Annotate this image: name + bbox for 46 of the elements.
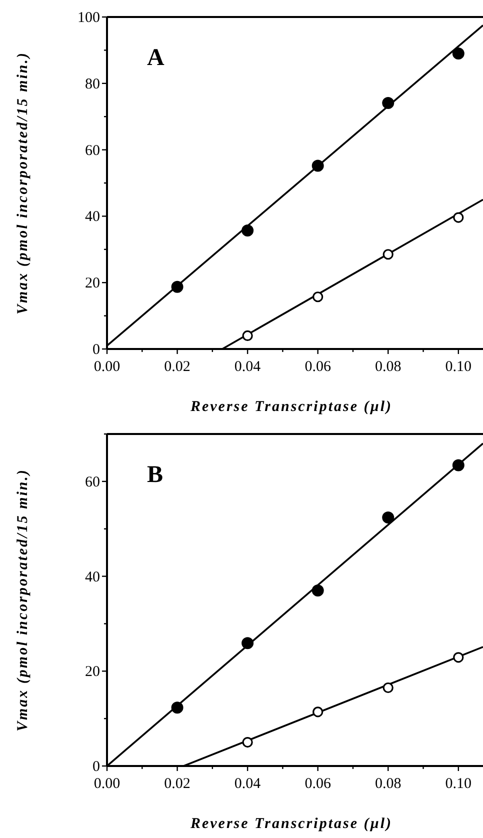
point <box>312 160 324 172</box>
point <box>453 652 464 663</box>
x-tick-label: 0.00 <box>94 776 120 792</box>
y-tick-label: 0 <box>92 759 100 775</box>
point <box>382 249 394 260</box>
y-tick-label: 0 <box>92 342 100 358</box>
point <box>171 280 184 293</box>
annotation: B <box>147 462 164 488</box>
y-tick-label: 40 <box>85 209 100 226</box>
y-axis-title: Vmax (pmol incorporated/15 min.) <box>15 51 31 315</box>
y-tick-label: 60 <box>85 474 100 490</box>
point <box>312 292 324 302</box>
x-tick-label: 0.10 <box>445 359 472 375</box>
x-tick-label: 0.08 <box>374 359 402 375</box>
point <box>171 702 184 714</box>
x-tick-label: 0.04 <box>234 776 262 792</box>
y-tick-label: 20 <box>85 276 100 292</box>
point <box>312 706 324 718</box>
x-tick-label: 0.04 <box>234 359 262 375</box>
x-tick-label: 0.08 <box>374 776 402 792</box>
y-tick-label: 40 <box>85 569 100 586</box>
point <box>242 637 254 650</box>
point <box>382 682 394 694</box>
point <box>242 330 253 342</box>
x-axis-title: Reverse Transcriptase (µl) <box>189 816 393 832</box>
point <box>382 96 394 109</box>
x-axis-title: Reverse Transcriptase (µl) <box>189 399 393 415</box>
x-tick-label: 0.02 <box>164 776 190 792</box>
point <box>453 212 464 223</box>
x-tick-label: 0.02 <box>164 359 190 375</box>
x-tick-label: 0.06 <box>304 359 332 375</box>
point <box>242 736 253 748</box>
y-tick-label: 80 <box>85 76 100 92</box>
point <box>312 584 324 597</box>
annotation: A <box>147 45 165 71</box>
x-tick-label: 0.00 <box>94 359 120 375</box>
x-tick-label: 0.10 <box>445 776 472 792</box>
y-tick-label: 20 <box>85 664 100 680</box>
y-tick-label: 60 <box>85 142 100 159</box>
point <box>452 459 464 472</box>
x-tick-label: 0.06 <box>304 776 332 792</box>
y-tick-label: 100 <box>78 10 100 26</box>
point <box>242 224 254 236</box>
y-axis-title: Vmax (pmol incorporated/15 min.) <box>15 468 31 732</box>
point <box>452 48 464 60</box>
point <box>382 511 394 524</box>
